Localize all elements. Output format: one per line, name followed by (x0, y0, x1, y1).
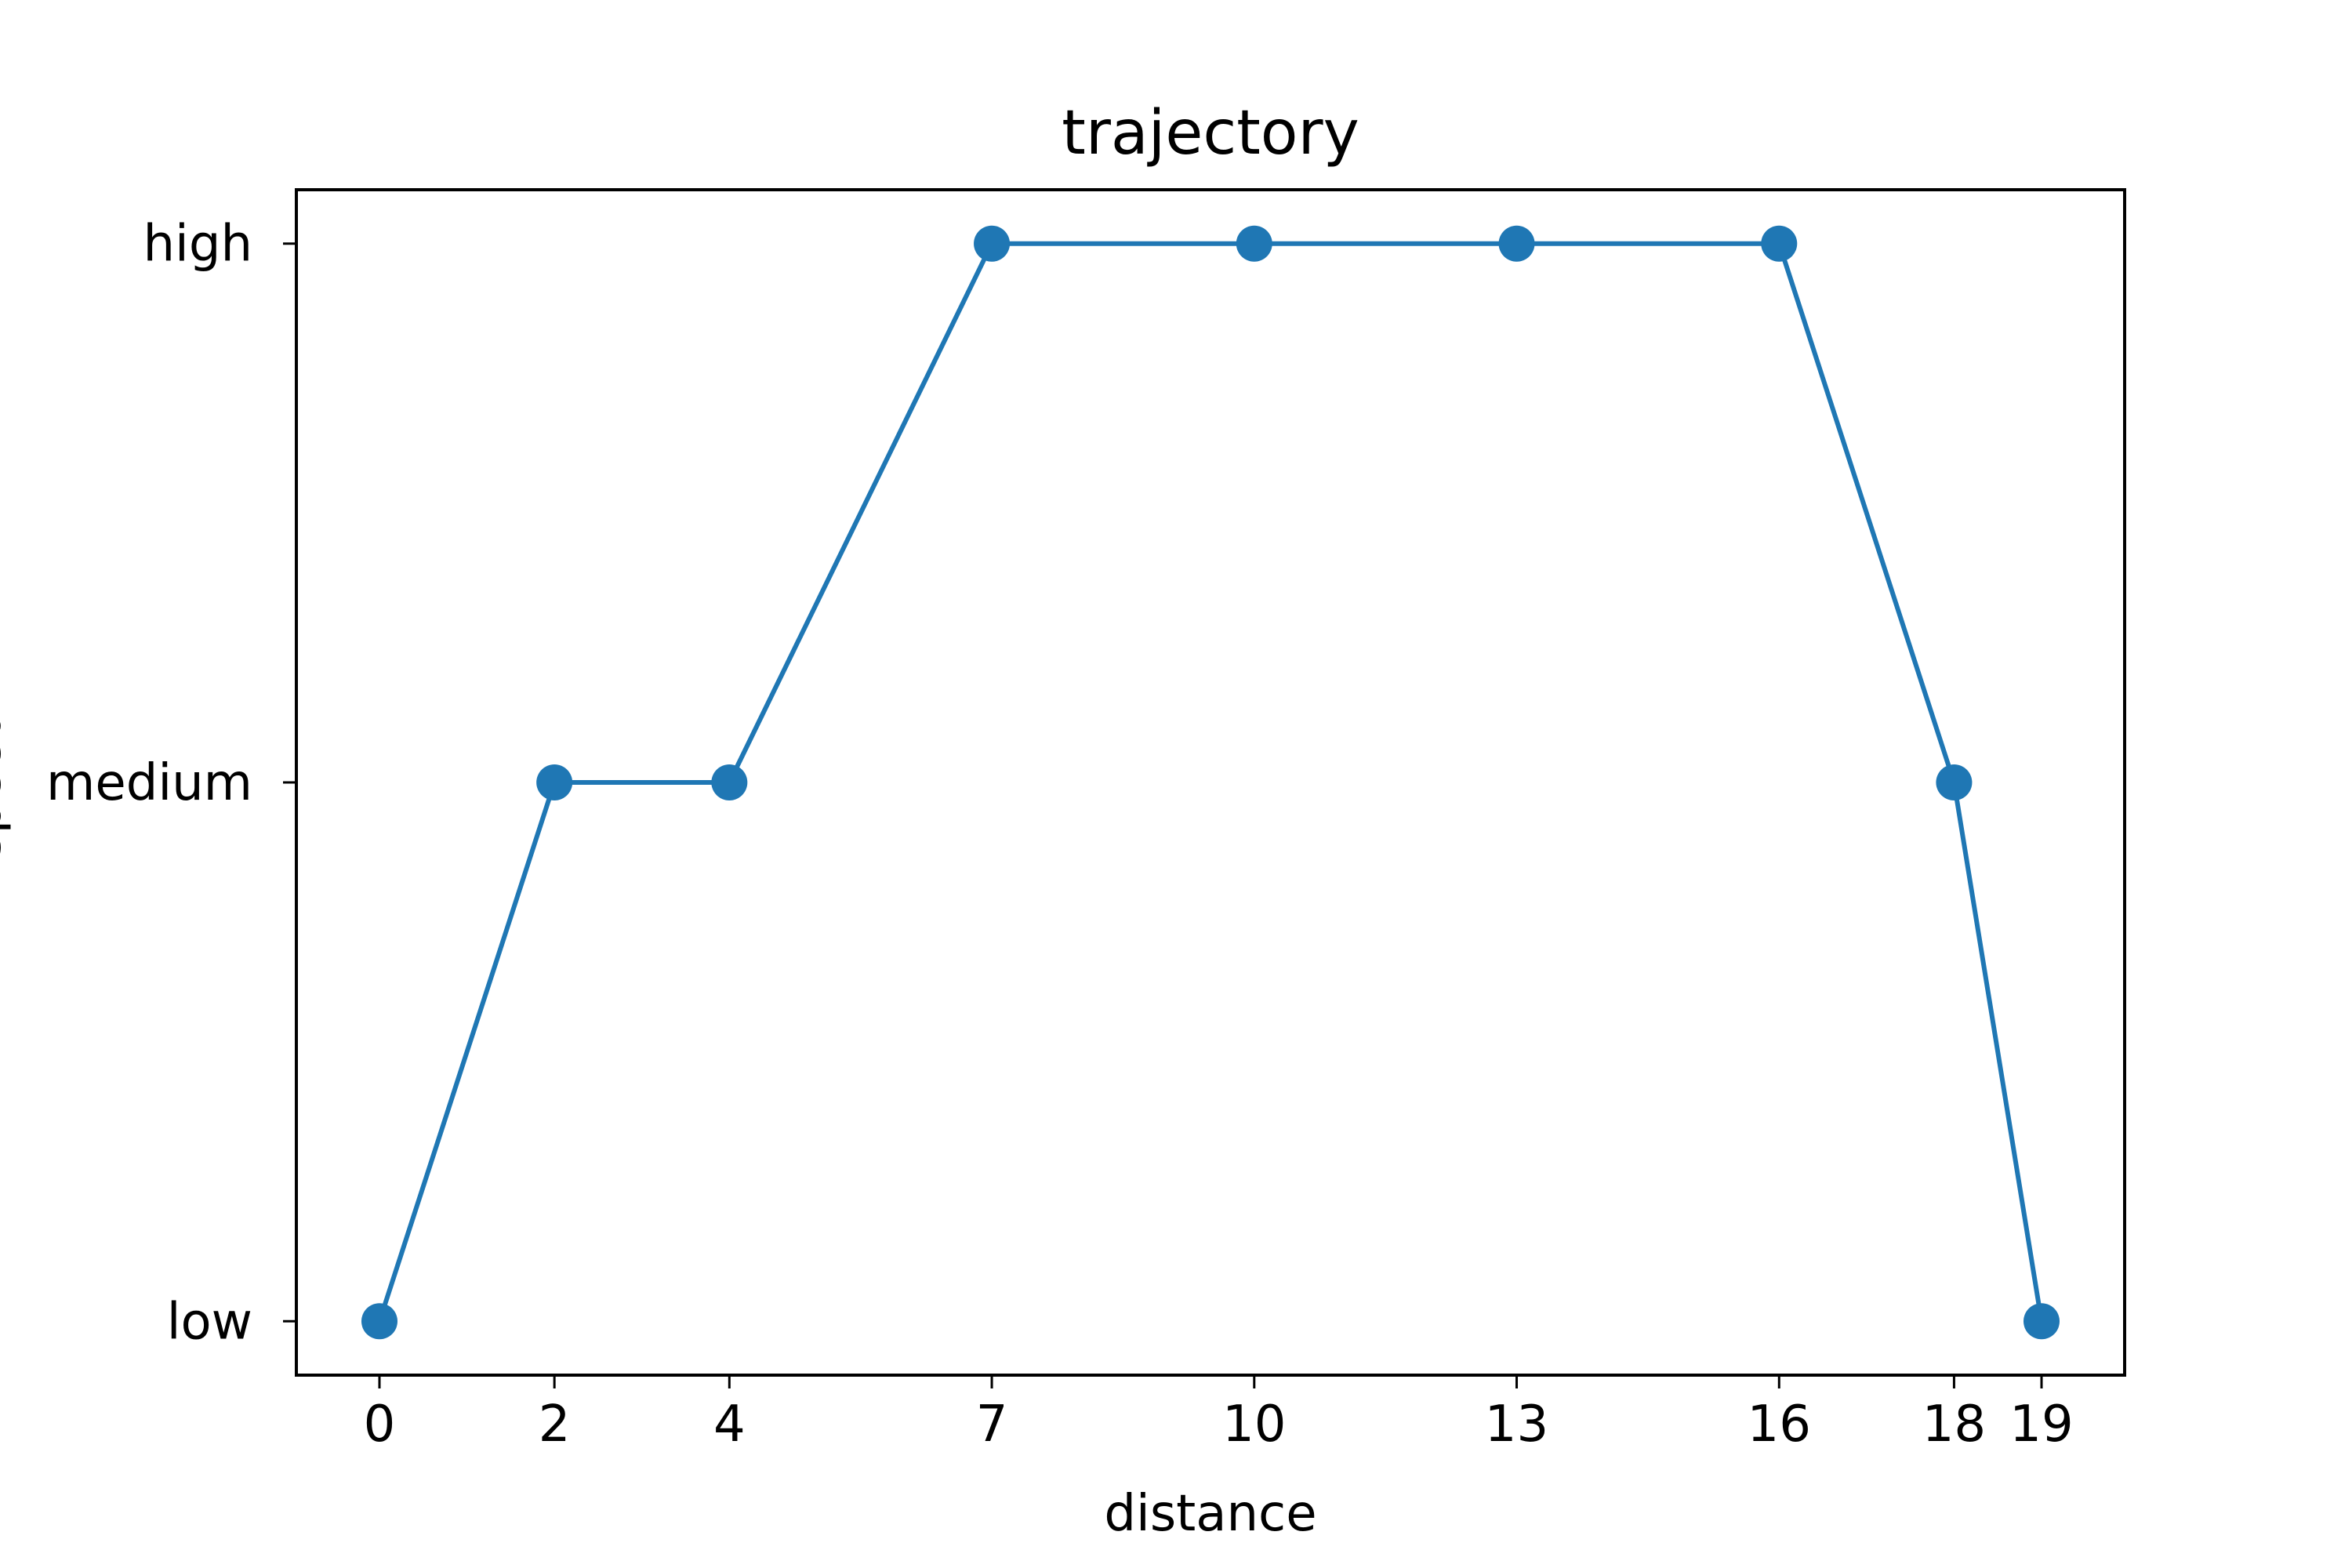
y-tick-label: medium (46, 754, 252, 812)
x-tick-label: 18 (1922, 1396, 1986, 1454)
data-point (2024, 1303, 2060, 1340)
x-tick-label: 10 (1222, 1396, 1286, 1454)
chart-title: trajectory (1062, 98, 1359, 169)
y-axis-ticks: low medium high (46, 216, 296, 1351)
y-tick-label: high (143, 216, 252, 274)
data-point (1761, 225, 1798, 262)
x-axis-label: distance (1104, 1485, 1316, 1543)
data-point (974, 225, 1011, 262)
plot-frame (295, 188, 2126, 1377)
x-tick-label: 4 (713, 1396, 746, 1454)
x-tick-label: 0 (364, 1396, 396, 1454)
y-axis-label: speed (0, 708, 13, 859)
x-tick-label: 19 (2009, 1396, 2073, 1454)
y-tick-label: low (167, 1293, 252, 1351)
data-point (361, 1303, 397, 1340)
plot-area (361, 225, 2060, 1340)
data-point (1236, 225, 1272, 262)
x-tick-label: 2 (539, 1396, 571, 1454)
data-point (1498, 225, 1535, 262)
x-tick-label: 7 (976, 1396, 1008, 1454)
x-tick-label: 16 (1748, 1396, 1811, 1454)
x-axis-ticks: 0 2 4 7 10 13 16 18 19 (364, 1375, 2074, 1454)
data-point (711, 764, 748, 800)
data-point (1936, 764, 1973, 800)
x-tick-label: 13 (1485, 1396, 1548, 1454)
data-point (536, 764, 573, 800)
